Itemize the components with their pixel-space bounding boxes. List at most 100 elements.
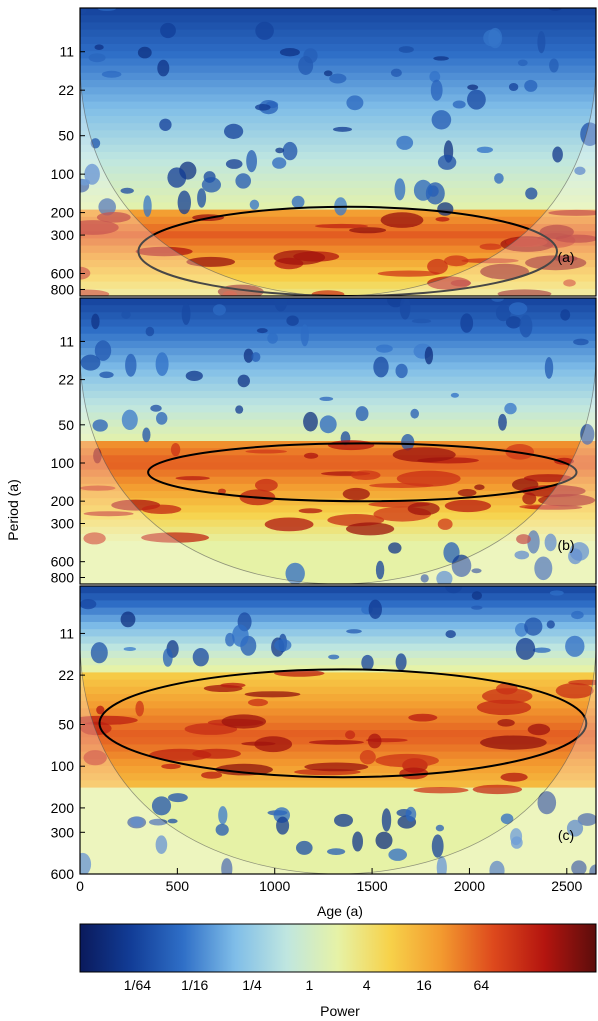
power-blob bbox=[304, 452, 319, 459]
cone-of-influence bbox=[80, 8, 596, 296]
power-blob bbox=[565, 635, 585, 657]
power-row bbox=[80, 866, 596, 874]
power-row bbox=[80, 101, 596, 110]
colorbar-tick-label: 64 bbox=[474, 977, 490, 993]
power-row bbox=[80, 548, 596, 556]
power-row bbox=[80, 448, 596, 456]
power-row bbox=[80, 809, 596, 817]
power-blob bbox=[571, 610, 584, 620]
power-blob bbox=[135, 246, 193, 257]
power-row bbox=[80, 526, 596, 535]
power-blob bbox=[488, 27, 503, 49]
panels-layer: 112250100200300600800(a)1122501002003006… bbox=[51, 7, 597, 882]
power-row bbox=[80, 455, 596, 464]
power-blob bbox=[346, 522, 395, 536]
power-blob bbox=[482, 688, 533, 704]
panel-frame bbox=[79, 297, 597, 585]
power-blob bbox=[329, 73, 347, 84]
power-blob bbox=[235, 173, 251, 189]
power-blob bbox=[155, 835, 168, 854]
power-blob bbox=[201, 177, 221, 193]
power-blob bbox=[264, 517, 314, 532]
power-blob bbox=[192, 648, 209, 667]
power-row bbox=[80, 362, 596, 371]
power-row bbox=[80, 152, 596, 160]
power-blob bbox=[98, 198, 116, 216]
power-blob bbox=[99, 371, 114, 379]
power-blob bbox=[333, 126, 352, 132]
power-blob bbox=[272, 157, 287, 169]
cone-of-influence-edge bbox=[80, 360, 596, 584]
colorbar-tick-label: 1/16 bbox=[181, 977, 208, 993]
power-row bbox=[80, 694, 596, 702]
power-blob bbox=[243, 348, 254, 363]
power-blob bbox=[181, 302, 191, 325]
power-blob bbox=[433, 56, 449, 61]
power-blob bbox=[91, 313, 100, 330]
colorbar-tick-label: 16 bbox=[416, 977, 432, 993]
colorbar-gradient bbox=[79, 923, 597, 973]
power-blob bbox=[523, 474, 573, 483]
power-row bbox=[80, 541, 596, 549]
power-blob bbox=[355, 406, 369, 422]
power-blob bbox=[537, 791, 557, 815]
power-blob bbox=[319, 396, 334, 401]
power-blob bbox=[90, 642, 108, 664]
power-blob bbox=[97, 8, 117, 11]
power-field bbox=[80, 8, 596, 296]
power-blob bbox=[574, 166, 586, 175]
y-tick-label: 200 bbox=[51, 800, 75, 816]
power-blob bbox=[254, 104, 271, 111]
y-tick-label: 600 bbox=[51, 866, 75, 882]
power-blob bbox=[527, 530, 540, 554]
cone-of-influence-edge bbox=[80, 71, 596, 296]
power-row bbox=[80, 312, 596, 321]
power-blob bbox=[241, 741, 276, 746]
power-row bbox=[80, 281, 596, 290]
power-row bbox=[80, 593, 596, 601]
power-blob bbox=[304, 762, 369, 772]
colorbar-tick-label: 1 bbox=[305, 977, 313, 993]
power-blob bbox=[212, 304, 226, 316]
power-blob bbox=[444, 499, 492, 513]
power-row bbox=[80, 15, 596, 23]
power-blob bbox=[392, 447, 456, 463]
power-blob bbox=[489, 860, 505, 874]
power-blob bbox=[279, 48, 300, 57]
power-blob bbox=[291, 195, 305, 209]
power-blob bbox=[94, 340, 112, 361]
power-blob bbox=[184, 723, 238, 735]
power-blob bbox=[522, 492, 537, 505]
panel-frame bbox=[79, 585, 597, 875]
power-blob bbox=[120, 187, 134, 194]
power-blob bbox=[285, 562, 305, 584]
power-blob bbox=[517, 59, 528, 67]
power-row bbox=[80, 348, 596, 356]
power-row bbox=[80, 231, 596, 239]
power-blob bbox=[553, 255, 578, 262]
power-blob bbox=[130, 816, 144, 827]
power-blob bbox=[334, 813, 353, 827]
power-blob bbox=[408, 713, 438, 722]
power-blob bbox=[480, 263, 529, 280]
power-blob bbox=[273, 250, 326, 265]
power-row bbox=[80, 8, 596, 16]
y-tick-label: 300 bbox=[51, 227, 75, 243]
y-tick-label: 22 bbox=[58, 667, 74, 683]
power-blob bbox=[159, 118, 172, 131]
power-blob bbox=[394, 178, 406, 201]
power-row bbox=[80, 533, 596, 542]
power-row bbox=[80, 491, 596, 499]
power-blob bbox=[472, 784, 523, 795]
power-blob bbox=[413, 179, 433, 201]
power-row bbox=[80, 405, 596, 413]
power-blob bbox=[544, 357, 554, 379]
power-blob bbox=[150, 404, 162, 412]
power-blob bbox=[495, 304, 511, 322]
x-tick-label: 2000 bbox=[454, 878, 485, 894]
power-blob bbox=[300, 324, 309, 347]
power-blob bbox=[515, 637, 536, 660]
power-blob bbox=[157, 59, 170, 77]
power-row bbox=[80, 607, 596, 616]
